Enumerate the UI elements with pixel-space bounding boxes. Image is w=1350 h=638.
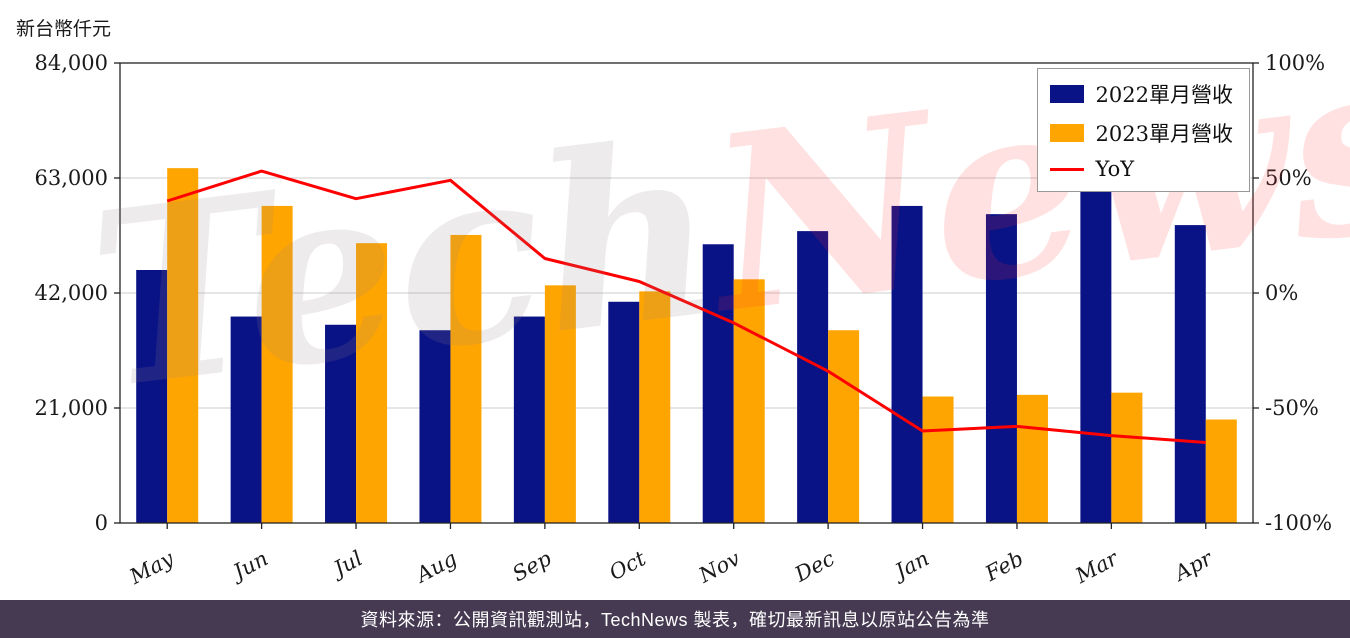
x-axis-month-label: Feb (980, 546, 1027, 586)
x-axis-month-label: Jul (326, 546, 366, 583)
left-axis-tick-label: 0 (95, 511, 108, 535)
bar-2023單月營收 (356, 243, 388, 523)
bar-2023單月營收 (261, 205, 293, 523)
x-axis-month-label: Aug (411, 546, 461, 588)
legend-item-2022: 2022單月營收 (1049, 79, 1233, 109)
x-axis-month-label: May (125, 546, 179, 590)
legend-label-2022: 2022單月營收 (1095, 83, 1233, 107)
legend-label-2023: 2023單月營收 (1095, 122, 1233, 146)
yoy-line (166, 169, 1206, 444)
right-axis-tick-label: 0% (1265, 281, 1298, 305)
left-axis-tick-label: 84,000 (35, 51, 108, 75)
bar-2023單月營收 (167, 168, 199, 523)
legend-item-2023: 2023單月營收 (1049, 118, 1233, 148)
x-axis-month-label: Nov (694, 546, 744, 588)
revenue-chart: 0 21,000 42,000 63,000 84,000 -100% -50% 0% 50% 1… (35, 51, 1333, 590)
right-axis-tick-label: 100% (1265, 51, 1325, 75)
bar-2022單月營收 (797, 231, 829, 523)
bar-2022單月營收 (702, 244, 734, 523)
bar-2023單月營收 (828, 330, 860, 523)
bar-2022單月營收 (985, 214, 1017, 523)
bar-2023單月營收 (1016, 394, 1048, 523)
bar-2023單月營收 (450, 234, 482, 523)
chart-area: 0 21,000 42,000 63,000 84,000 -100% -50% 0% 50% 1… (35, 51, 1333, 590)
legend-swatch-yoy (1049, 167, 1084, 171)
bar-2022單月營收 (325, 324, 357, 523)
source-footer: 資料來源：公開資訊觀測站，TechNews 製表，確切最新訊息以原站公告為準 (0, 600, 1350, 638)
x-axis-month-label: Sep (508, 546, 555, 586)
x-axis-month-label: Jan (888, 546, 933, 585)
bar-2022單月營收 (136, 270, 168, 523)
x-axis-month-label: Oct (605, 546, 650, 585)
bar-2022單月營收 (419, 330, 451, 523)
x-axis-month-label: Dec (790, 546, 839, 587)
right-axis-tick-label: 50% (1265, 166, 1312, 190)
legend-label-yoy: YoY (1095, 157, 1135, 181)
bar-2022單月營收 (1080, 179, 1112, 523)
x-axis-month-label: Apr (1169, 545, 1218, 586)
x-axis-month-label: Mar (1071, 545, 1124, 588)
bar-2023單月營收 (639, 291, 671, 523)
left-axis-tick-label: 42,000 (35, 281, 108, 305)
bar-2023單月營收 (922, 396, 954, 523)
right-axis-tick-label: -100% (1265, 511, 1332, 535)
legend-swatch-2022 (1049, 85, 1084, 103)
left-axis-tick-label: 21,000 (35, 396, 108, 420)
chart-legend: 2022單月營收 2023單月營收 YoY (1036, 68, 1250, 192)
bar-2023單月營收 (544, 285, 576, 523)
bar-2023單月營收 (1111, 392, 1143, 523)
bar-2022單月營收 (513, 316, 545, 523)
right-axis-tick-label: -50% (1265, 396, 1319, 420)
bar-2023單月營收 (1205, 419, 1237, 523)
bar-2022單月營收 (1174, 225, 1206, 523)
bar-2022單月營收 (230, 316, 262, 523)
left-axis-tick-label: 63,000 (35, 166, 108, 190)
x-axis-month-label: Jun (226, 546, 272, 586)
axis-unit-label: 新台幣仟元 (16, 19, 112, 40)
bar-2022單月營收 (608, 301, 640, 523)
bar-2023單月營收 (733, 279, 765, 523)
bar-2022單月營收 (891, 205, 923, 523)
legend-item-yoy: YoY (1049, 157, 1233, 181)
legend-swatch-2023 (1049, 124, 1084, 142)
